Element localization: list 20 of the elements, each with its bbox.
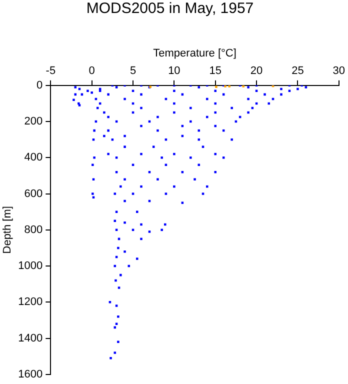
x-tick-label: -5 — [46, 64, 56, 77]
x-tick-label: 10 — [168, 64, 180, 77]
chart-title: MODS2005 in May, 1957 — [86, 0, 254, 18]
y-tick-label: 200 — [24, 116, 43, 128]
x-tick-label: 25 — [292, 64, 304, 77]
y-tick-label: 0 — [36, 79, 43, 92]
y-tick-label: 1200 — [18, 296, 43, 308]
x-tick-label: 15 — [209, 64, 222, 77]
y-tick-label: 400 — [24, 152, 43, 164]
y-tick-label: 1400 — [18, 332, 43, 344]
y-tick-label: 600 — [24, 188, 43, 200]
x-axis-title: Temperature [°C] — [153, 48, 236, 60]
x-tick-label: 0 — [88, 64, 95, 77]
x-tick-label: 5 — [130, 64, 136, 77]
y-tick-label: 800 — [24, 224, 43, 236]
x-tick-label: 20 — [250, 64, 263, 77]
y-axis-title: Depth [m] — [2, 206, 14, 254]
x-tick-label: 30 — [332, 64, 346, 77]
y-tick-label: 1600 — [18, 368, 43, 380]
y-tick-label: 1000 — [18, 260, 43, 272]
